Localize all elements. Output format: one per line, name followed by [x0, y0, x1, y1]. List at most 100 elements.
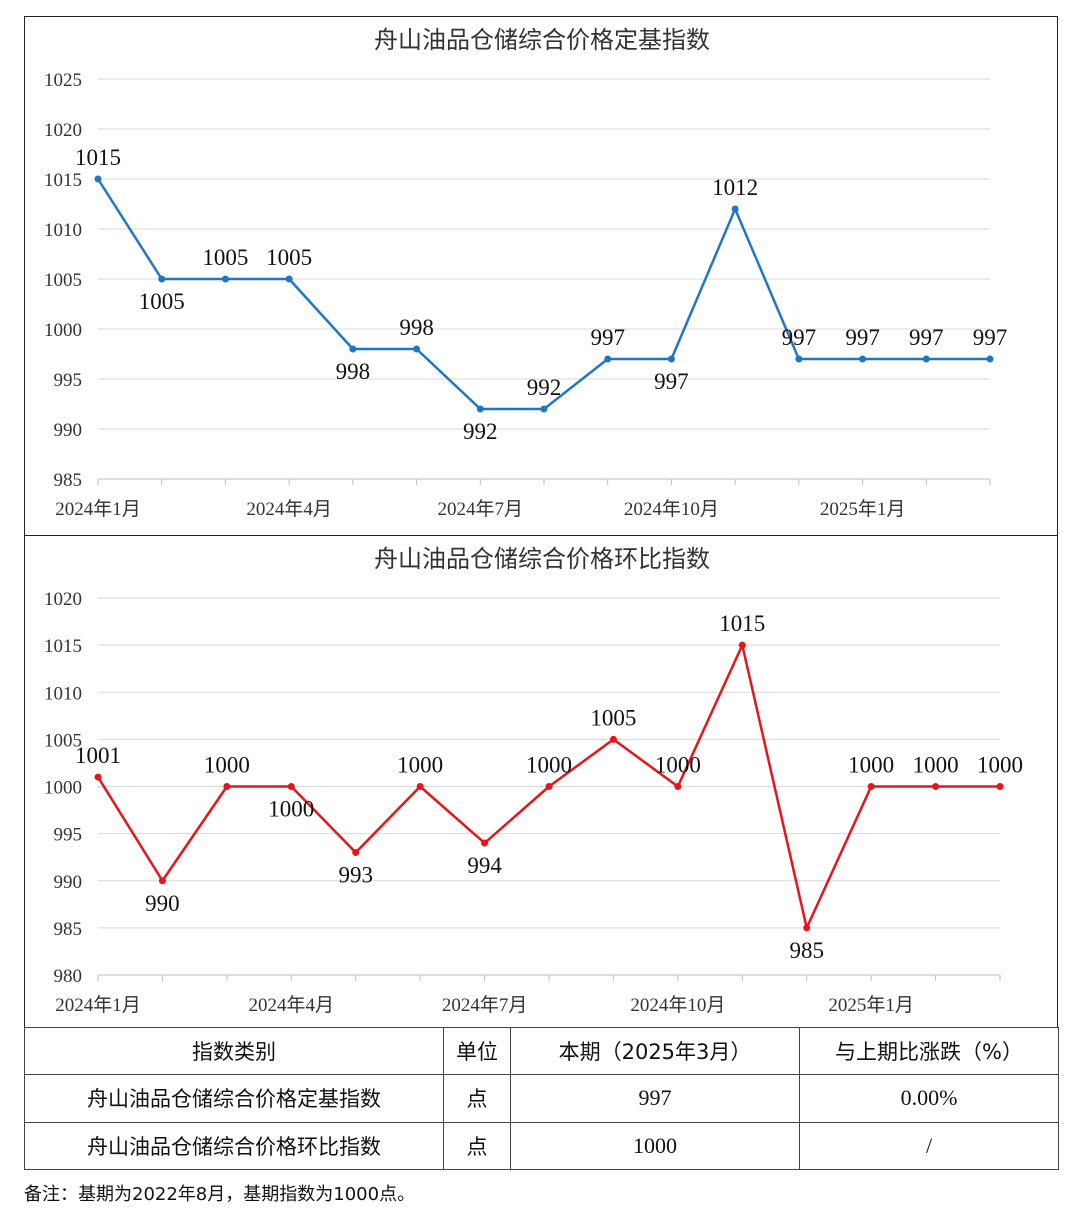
data-point: [352, 848, 360, 856]
fixed-base-index-chart: 舟山油品仓储综合价格定基指数 985 990 995 1000 1005 1010 1015 1…: [24, 16, 1058, 536]
table-cell: 1000: [510, 1121, 800, 1171]
data-point: [416, 783, 424, 790]
data-label: 1000: [268, 797, 314, 822]
data-point: [867, 783, 875, 790]
chart-title: 舟山油品仓储综合价格环比指数: [374, 545, 710, 573]
table-cell: 点: [443, 1121, 511, 1171]
data-label: 997: [590, 325, 625, 350]
data-point: [922, 355, 930, 363]
y-tick-label: 1020: [44, 589, 82, 610]
data-label: 1000: [913, 753, 959, 778]
data-label: 1012: [712, 175, 758, 200]
index-summary-table: 指数类别 单位 本期（2025年3月） 与上期比涨跌（%） 舟山油品仓储综合价格…: [24, 1026, 1059, 1171]
y-tick-label: 1005: [44, 270, 82, 291]
data-label: 1000: [977, 753, 1023, 778]
table-cell: 舟山油品仓储综合价格定基指数: [24, 1074, 444, 1123]
data-point: [413, 345, 421, 353]
x-tick-label: 2024年4月: [249, 994, 335, 1016]
x-tick-label: 2024年1月: [55, 498, 141, 520]
table-header-cell: 与上期比涨跌（%）: [799, 1026, 1059, 1076]
data-label: 1005: [139, 289, 185, 314]
data-point: [996, 783, 1004, 790]
data-point: [540, 405, 548, 413]
data-point: [609, 735, 617, 743]
y-tick-label: 1005: [44, 730, 82, 751]
x-tick-label: 2025年1月: [820, 498, 906, 520]
data-point: [223, 783, 231, 790]
x-tick-label: 2024年4月: [246, 498, 332, 520]
data-label: 1000: [526, 753, 572, 778]
data-point: [545, 783, 553, 790]
data-label: 1015: [719, 611, 765, 636]
data-label: 998: [399, 315, 434, 340]
data-point: [667, 355, 675, 363]
y-tick-label: 980: [54, 966, 83, 987]
table-header-cell: 本期（2025年3月）: [510, 1026, 800, 1076]
data-label: 985: [789, 938, 824, 963]
data-point: [94, 773, 102, 781]
x-tick-label: 2024年1月: [55, 994, 141, 1016]
data-point: [738, 641, 746, 649]
table-cell: 舟山油品仓储综合价格环比指数: [24, 1121, 444, 1171]
data-label: 1005: [202, 245, 248, 270]
y-tick-label: 985: [54, 470, 83, 491]
y-tick-label: 1015: [44, 170, 82, 191]
data-point: [604, 355, 612, 363]
data-point: [803, 924, 811, 932]
y-tick-label: 995: [54, 825, 83, 846]
y-tick-label: 995: [54, 370, 83, 391]
y-tick-label: 1015: [44, 636, 82, 657]
data-label: 1001: [75, 743, 121, 768]
data-point: [731, 205, 739, 213]
y-tick-label: 985: [54, 919, 83, 940]
data-label: 1015: [75, 145, 121, 170]
y-tick-label: 1000: [44, 778, 82, 799]
table-header-cell: 指数类别: [24, 1026, 444, 1076]
y-tick-label: 990: [54, 420, 83, 441]
data-label: 992: [463, 419, 498, 444]
data-point: [859, 355, 867, 363]
data-label: 1000: [655, 753, 701, 778]
table-cell: 点: [443, 1074, 511, 1123]
data-label: 998: [336, 359, 371, 384]
table-cell: /: [799, 1121, 1059, 1171]
data-point: [674, 783, 682, 790]
x-tick-label: 2025年1月: [828, 994, 914, 1016]
data-label: 990: [145, 891, 180, 916]
y-tick-label: 1000: [44, 320, 82, 341]
table-cell: 997: [510, 1074, 800, 1123]
data-point: [349, 345, 357, 353]
data-point: [287, 783, 295, 790]
table-header-cell: 单位: [443, 1026, 511, 1076]
data-point: [795, 355, 803, 363]
data-label: 1000: [397, 753, 443, 778]
data-point: [221, 275, 229, 283]
data-label: 997: [654, 369, 689, 394]
data-label: 997: [845, 325, 880, 350]
y-tick-label: 1010: [44, 220, 82, 241]
y-tick-label: 990: [54, 872, 83, 893]
y-tick-label: 1020: [44, 120, 82, 141]
data-label: 994: [467, 853, 502, 878]
footnote: 备注：基期为2022年8月，基期指数为1000点。: [24, 1184, 416, 1205]
x-tick-label: 2024年7月: [438, 498, 524, 520]
data-point: [94, 175, 102, 183]
x-tick-label: 2024年7月: [442, 994, 528, 1016]
table-cell: 0.00%: [799, 1074, 1059, 1123]
table-header-row: 指数类别 单位 本期（2025年3月） 与上期比涨跌（%）: [24, 1026, 1059, 1076]
data-label: 1000: [204, 753, 250, 778]
data-point: [932, 783, 940, 790]
data-label: 1005: [590, 705, 636, 730]
data-point: [481, 839, 489, 847]
y-tick-label: 1010: [44, 683, 82, 704]
data-point: [476, 405, 484, 413]
data-point: [285, 275, 293, 283]
data-label: 1000: [848, 753, 894, 778]
month-on-month-index-svg: 舟山油品仓储综合价格环比指数 980 985 990 995 1000 1005 1010 10…: [44, 545, 1023, 1016]
data-label: 997: [973, 325, 1008, 350]
data-label: 1005: [266, 245, 312, 270]
y-tick-label: 1025: [44, 70, 82, 91]
x-tick-label: 2024年10月: [624, 498, 719, 520]
data-point: [158, 877, 166, 885]
month-on-month-index-chart: 舟山油品仓储综合价格环比指数 980 985 990 995 1000 1005 1010 10…: [24, 535, 1058, 1028]
